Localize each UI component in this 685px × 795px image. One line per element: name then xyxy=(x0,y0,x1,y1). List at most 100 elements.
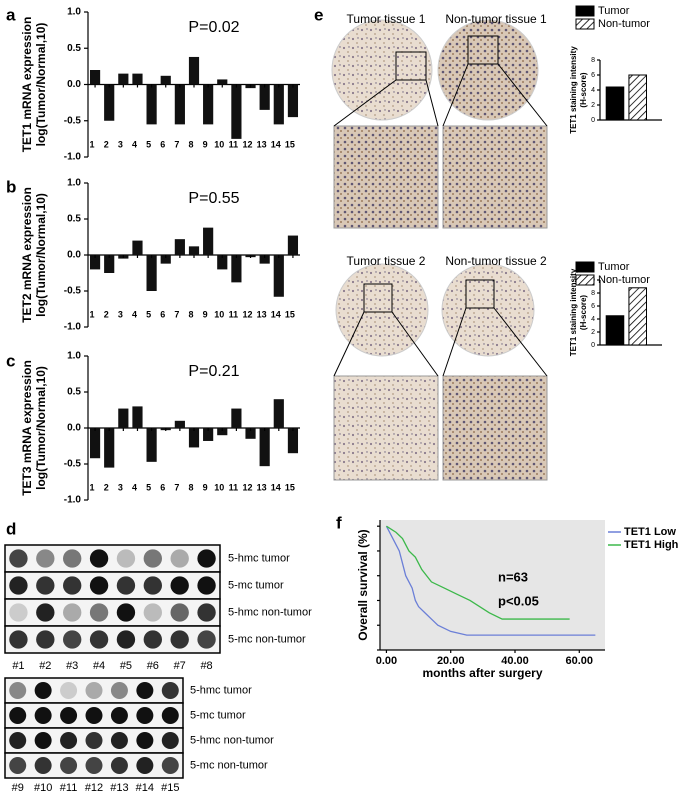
sample-label: #7 xyxy=(174,660,186,672)
y-tick-label: -1.0 xyxy=(64,495,82,506)
blot-dot xyxy=(197,549,216,568)
blot-dot xyxy=(110,682,128,699)
bar xyxy=(160,75,171,85)
blot-dot xyxy=(34,757,52,774)
category-label: 15 xyxy=(285,139,295,149)
category-label: 2 xyxy=(104,139,109,149)
y-axis-label: log(Tumor/Normal,10) xyxy=(34,193,48,317)
blot-dot xyxy=(36,603,55,622)
blot-dot xyxy=(60,707,78,724)
bar xyxy=(273,399,284,428)
blot-dot xyxy=(170,549,189,568)
bar xyxy=(217,428,228,436)
bar xyxy=(89,255,101,270)
sample-label: #3 xyxy=(66,660,78,672)
bar xyxy=(287,84,299,118)
y-tick-label: 6 xyxy=(591,72,595,79)
x-tick-label: 0.00 xyxy=(376,655,397,667)
x-axis-label: months after surgery xyxy=(422,666,542,680)
bar xyxy=(203,428,214,441)
blot-dot xyxy=(143,630,162,649)
bar xyxy=(118,408,129,428)
category-label: 14 xyxy=(271,482,281,492)
blot-dot xyxy=(116,576,136,595)
legend-label: TET1 High xyxy=(624,539,679,551)
bar xyxy=(605,86,625,121)
panel-letter: d xyxy=(6,519,16,538)
sample-label: #13 xyxy=(110,782,128,794)
blot-dot xyxy=(85,682,103,699)
zoom-lines xyxy=(333,307,548,377)
y-tick-label: 6 xyxy=(591,303,595,310)
category-label: 8 xyxy=(188,139,193,149)
category-label: 11 xyxy=(229,139,239,149)
y-tick-label: 4 xyxy=(591,87,595,94)
y-tick-label: 0.5 xyxy=(67,43,81,54)
blot-dot xyxy=(161,707,179,724)
category-label: 5 xyxy=(146,309,151,319)
category-label: 3 xyxy=(118,482,123,492)
bar xyxy=(160,255,171,264)
blot-dot xyxy=(9,757,27,774)
annotation: P=0.21 xyxy=(188,363,239,380)
blot-dot xyxy=(136,682,154,699)
y-tick-label: 1.0 xyxy=(67,178,81,189)
sample-label: #15 xyxy=(161,782,179,794)
annotation: P=0.55 xyxy=(188,190,239,207)
category-label: 6 xyxy=(160,309,165,319)
legend-swatch xyxy=(575,18,595,30)
tissue-label: Non-tumor tissue 1 xyxy=(445,12,547,26)
blot-row-label: 5-hmc tumor xyxy=(190,684,252,696)
panel-letter: e xyxy=(314,5,323,24)
blot-dot xyxy=(110,707,128,724)
bar xyxy=(273,255,284,297)
panel-letter: b xyxy=(6,177,16,196)
sample-label: #1 xyxy=(12,660,24,672)
blot-dot xyxy=(36,630,55,649)
category-label: 7 xyxy=(174,139,179,149)
blot-dot xyxy=(170,576,189,595)
legend-swatch xyxy=(575,261,595,273)
y-axis-label: TET1 mRNA expression xyxy=(20,17,34,153)
bar xyxy=(259,428,270,467)
blot-row-label: 5-hmc non-tumor xyxy=(228,606,312,618)
annotation: n=63 xyxy=(498,569,528,584)
category-label: 12 xyxy=(243,309,253,319)
legend-label: Non-tumor xyxy=(598,274,650,286)
category-label: 8 xyxy=(188,482,193,492)
y-tick-label: 0 xyxy=(591,117,595,124)
bar xyxy=(132,406,143,428)
y-tick-label: 2 xyxy=(591,102,595,109)
annotation: P=0.02 xyxy=(188,19,239,36)
blot-dot xyxy=(170,603,189,622)
survival-line xyxy=(385,525,596,636)
y-tick-label: 4 xyxy=(591,316,595,323)
y-tick-label: 0.0 xyxy=(67,423,81,434)
bar xyxy=(146,84,157,125)
category-label: 9 xyxy=(203,139,208,149)
tissue-label: Non-tumor tissue 2 xyxy=(445,254,547,268)
blot-dot xyxy=(116,549,136,568)
bar xyxy=(231,84,242,139)
blot-dot xyxy=(161,732,179,749)
bar xyxy=(273,84,284,125)
blot-dot xyxy=(110,757,128,774)
panel-letter: a xyxy=(6,5,16,24)
x-tick-label: 60.00 xyxy=(566,655,594,667)
bar xyxy=(174,239,185,255)
y-axis-label: TET2 mRNA expression xyxy=(20,187,34,323)
bar xyxy=(203,84,214,125)
blot-dot xyxy=(116,603,136,622)
category-label: 14 xyxy=(271,139,281,149)
y-axis-label: Overall survival (%) xyxy=(356,529,370,640)
legend-label: Tumor xyxy=(598,261,630,273)
blot-dot xyxy=(9,576,28,595)
y-axis-label: log(Tumor/Normal,10) xyxy=(34,366,48,490)
blot-dot xyxy=(85,732,103,749)
tissue-zoom xyxy=(333,125,439,229)
bar xyxy=(217,79,228,85)
category-label: 8 xyxy=(188,309,193,319)
category-label: 15 xyxy=(285,309,295,319)
blot-dot xyxy=(143,576,162,595)
